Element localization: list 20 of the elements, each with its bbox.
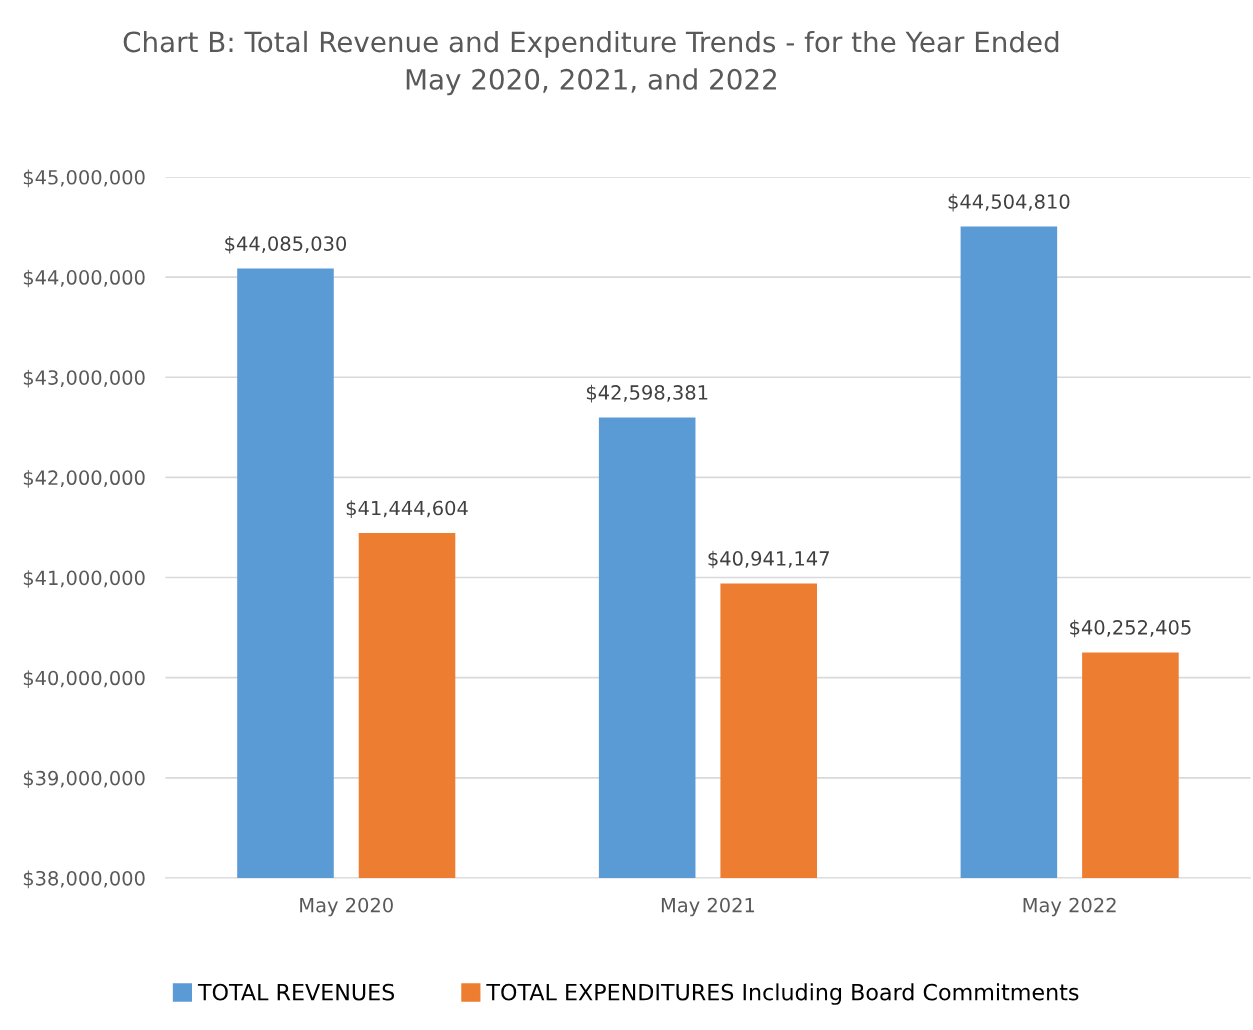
y-tick-label: $38,000,000: [23, 870, 145, 889]
y-tick-label: $45,000,000: [23, 169, 145, 188]
x-tick-label: May 2022: [1023, 897, 1116, 917]
legend-label: TOTAL REVENUES: [197, 983, 395, 1001]
data-label: $44,085,030: [225, 235, 347, 254]
legend-label: TOTAL EXPENDITURES Including Board Commitments: [486, 983, 1079, 1005]
y-tick-label: $43,000,000: [23, 369, 145, 388]
data-label: $44,504,810: [948, 193, 1070, 212]
y-tick-label: $40,000,000: [23, 670, 145, 688]
x-tick-label: May 2021: [661, 897, 755, 917]
data-label: $40,252,405: [1070, 619, 1191, 638]
y-tick-label: $41,000,000: [23, 570, 145, 588]
data-label: $41,444,604: [346, 500, 468, 518]
chart-title: Chart B: Total Revenue and Expenditure Trends - for the Year Ended May 2020, 2021, and 2022: [123, 30, 1059, 96]
x-tick-label: May 2020: [300, 897, 393, 917]
y-tick-label: $39,000,000: [23, 770, 145, 789]
y-tick-label: $44,000,000: [23, 269, 145, 288]
data-label: $40,941,147: [708, 550, 829, 569]
y-tick-label: $42,000,000: [23, 470, 145, 488]
data-label: $42,598,381: [586, 384, 708, 403]
